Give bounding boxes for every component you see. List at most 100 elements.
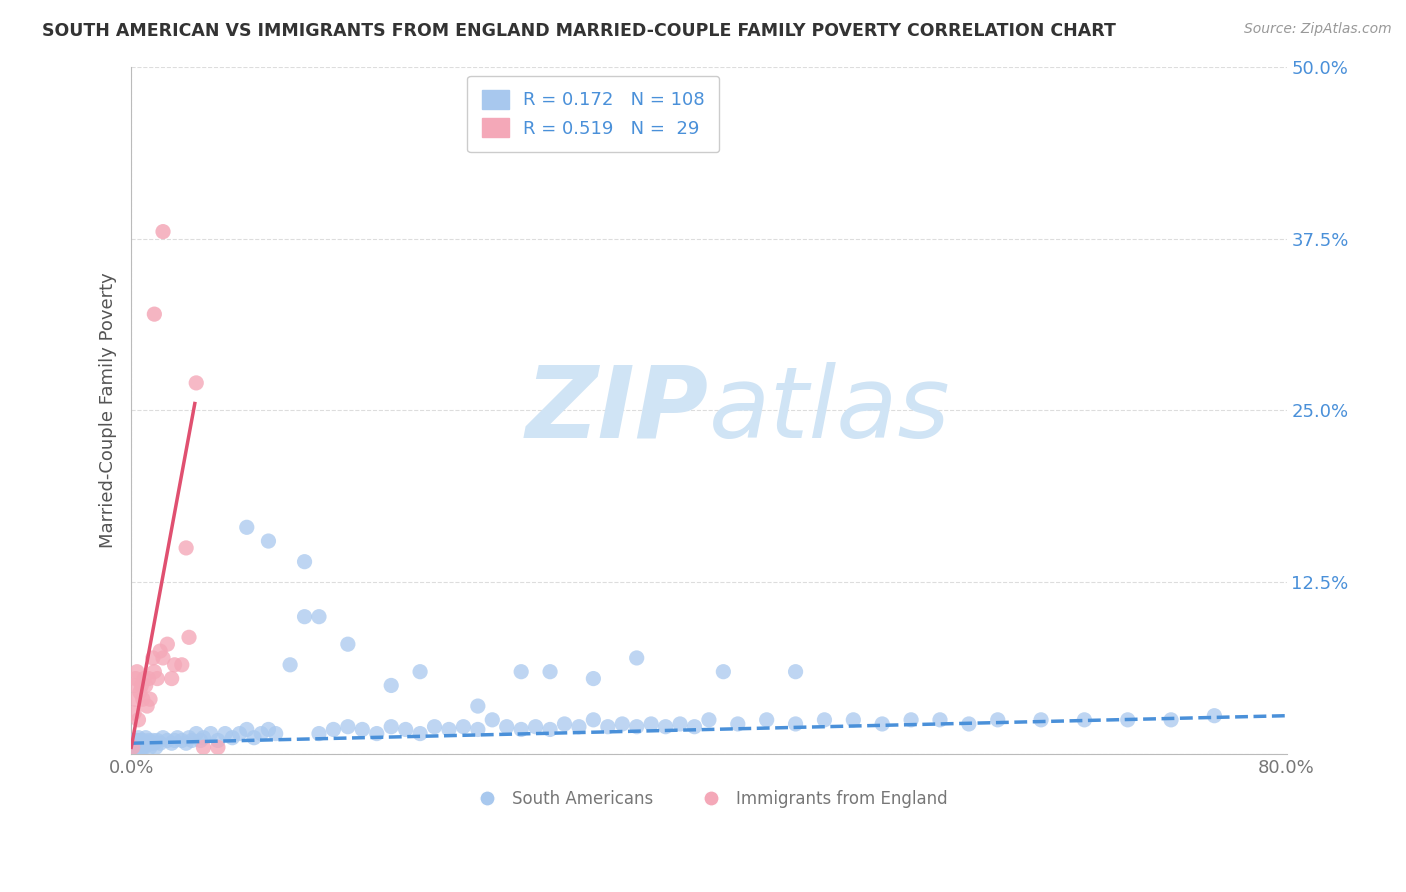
Point <box>166 731 188 745</box>
Point <box>127 731 149 745</box>
Point <box>453 720 475 734</box>
Point <box>143 307 166 321</box>
Point <box>125 733 148 747</box>
Point <box>193 731 215 745</box>
Point <box>1116 713 1139 727</box>
Point <box>129 733 152 747</box>
Point <box>1029 713 1052 727</box>
Point <box>221 731 243 745</box>
Point <box>152 651 174 665</box>
Point <box>180 733 202 747</box>
Point <box>129 685 152 699</box>
Point <box>156 733 179 747</box>
Point <box>495 720 517 734</box>
Text: ZIP: ZIP <box>526 362 709 458</box>
Point <box>842 713 865 727</box>
Point <box>136 699 159 714</box>
Point <box>423 720 446 734</box>
Point <box>352 723 374 737</box>
Point <box>141 736 163 750</box>
Point <box>264 726 287 740</box>
Point <box>640 717 662 731</box>
Point <box>131 678 153 692</box>
Point <box>785 665 807 679</box>
Point <box>294 555 316 569</box>
Point <box>132 740 155 755</box>
Point <box>929 713 952 727</box>
Point <box>207 740 229 755</box>
Point <box>957 717 980 731</box>
Point <box>727 717 749 731</box>
Point <box>214 726 236 740</box>
Point <box>1160 713 1182 727</box>
Point <box>122 733 145 747</box>
Point <box>134 740 156 755</box>
Point <box>437 723 460 737</box>
Point <box>596 720 619 734</box>
Point <box>250 726 273 740</box>
Point <box>582 713 605 727</box>
Point <box>177 630 200 644</box>
Point <box>170 733 193 747</box>
Text: SOUTH AMERICAN VS IMMIGRANTS FROM ENGLAND MARRIED-COUPLE FAMILY POVERTY CORRELAT: SOUTH AMERICAN VS IMMIGRANTS FROM ENGLAN… <box>42 22 1116 40</box>
Point <box>135 736 157 750</box>
Point <box>132 733 155 747</box>
Point <box>900 713 922 727</box>
Point <box>409 726 432 740</box>
Point <box>697 713 720 727</box>
Point <box>121 740 143 755</box>
Point <box>870 717 893 731</box>
Point <box>152 225 174 239</box>
Point <box>143 665 166 679</box>
Point <box>135 731 157 745</box>
Point <box>145 740 167 755</box>
Point <box>711 665 734 679</box>
Point <box>626 651 648 665</box>
Point <box>683 720 706 734</box>
Point <box>395 723 418 737</box>
Point <box>481 713 503 727</box>
Point <box>654 720 676 734</box>
Point <box>190 733 212 747</box>
Point <box>149 644 172 658</box>
Point <box>152 731 174 745</box>
Point <box>785 717 807 731</box>
Point <box>538 665 561 679</box>
Point <box>1073 713 1095 727</box>
Point <box>568 720 591 734</box>
Point <box>467 723 489 737</box>
Point <box>124 740 146 755</box>
Point <box>987 713 1010 727</box>
Point <box>127 713 149 727</box>
Point <box>156 637 179 651</box>
Point <box>146 672 169 686</box>
Point <box>669 717 692 731</box>
Point <box>467 699 489 714</box>
Point <box>308 609 330 624</box>
Point <box>336 637 359 651</box>
Point <box>510 723 533 737</box>
Y-axis label: Married-Couple Family Poverty: Married-Couple Family Poverty <box>100 273 117 549</box>
Point <box>228 726 250 740</box>
Point <box>163 657 186 672</box>
Point <box>366 726 388 740</box>
Point <box>278 657 301 672</box>
Point <box>163 733 186 747</box>
Point <box>149 736 172 750</box>
Point <box>813 713 835 727</box>
Point <box>236 520 259 534</box>
Point <box>132 692 155 706</box>
Point <box>139 740 162 755</box>
Point <box>174 541 197 555</box>
Point <box>336 720 359 734</box>
Point <box>380 720 402 734</box>
Point <box>124 736 146 750</box>
Point <box>755 713 778 727</box>
Point <box>553 717 575 731</box>
Point <box>257 534 280 549</box>
Point <box>142 733 165 747</box>
Point <box>129 740 152 755</box>
Legend: South Americans, Immigrants from England: South Americans, Immigrants from England <box>464 783 955 814</box>
Point <box>582 672 605 686</box>
Point <box>139 692 162 706</box>
